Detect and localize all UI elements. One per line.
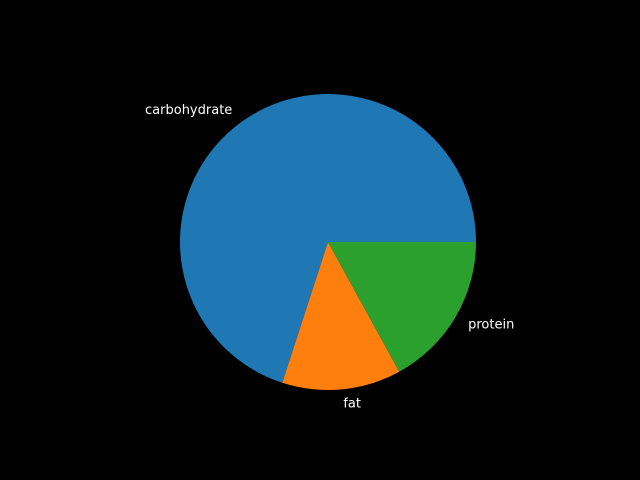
pie-slices [180, 94, 477, 391]
pie-label-protein: protein [468, 317, 514, 332]
pie-labels: carbohydrate fat protein [145, 103, 514, 412]
pie-slice-carbohydrate [180, 94, 477, 383]
pie-slice-protein [328, 242, 476, 372]
pie-label-fat: fat [343, 397, 361, 412]
pie-slice-fat [282, 242, 400, 391]
pie-label-carbohydrate: carbohydrate [145, 103, 232, 118]
